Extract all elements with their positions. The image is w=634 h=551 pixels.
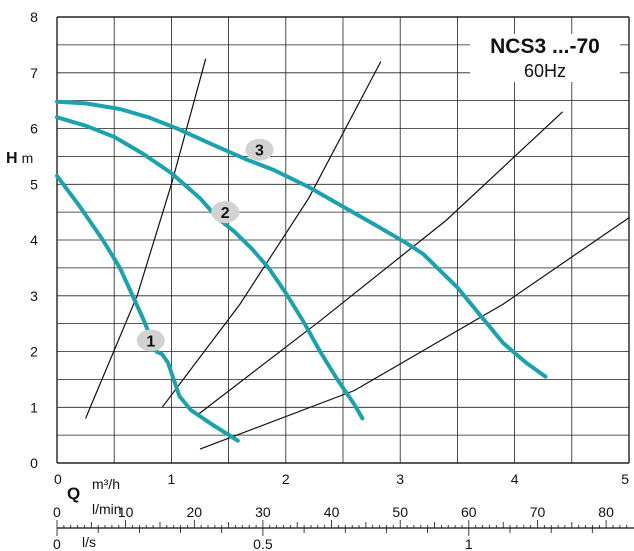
x-tick-label-ls: 0	[53, 536, 61, 551]
chart-title: NCS3 ...-70	[490, 35, 600, 58]
y-tick-label: 3	[30, 288, 38, 304]
series-line-2	[55, 115, 365, 421]
x-axis-unit-lmin: l/min	[92, 501, 122, 517]
series-line-3	[55, 99, 548, 379]
series-line-1	[55, 173, 240, 443]
x-tick-label-m3h: 0	[54, 471, 62, 487]
x-tick-label-lmin: 80	[598, 504, 614, 520]
curve-label-bubble	[136, 329, 165, 352]
x-tick-label-m3h: 2	[282, 471, 290, 487]
pump-curves	[55, 99, 548, 443]
y-tick-label: 6	[30, 121, 38, 137]
x-tick-label-lmin-zero: 0	[53, 504, 61, 520]
x-axis-unit-ls: l/s	[82, 534, 96, 550]
grid	[56, 16, 630, 464]
curve-label-3: 3	[255, 143, 264, 160]
x-tick-label-lmin: 70	[530, 504, 546, 520]
curve-label-bubble	[211, 201, 240, 224]
y-tick-label: 0	[30, 455, 38, 471]
x-tick-label-lmin: 20	[187, 504, 203, 520]
y-tick-label: 2	[30, 344, 38, 360]
system-curve	[199, 217, 630, 450]
x-tick-label-m3h: 3	[396, 471, 404, 487]
x-tick-label-m3h: 5	[621, 471, 629, 487]
curve-label-1: 1	[146, 333, 155, 350]
x-tick-label-lmin: 10	[118, 504, 134, 520]
curve-label-bubble	[245, 138, 274, 161]
y-tick-label: 5	[30, 176, 38, 192]
y-tick-label: 7	[30, 65, 38, 81]
system-curve	[161, 61, 382, 408]
system-curves	[85, 58, 630, 450]
x-tick-label-lmin: 30	[255, 504, 271, 520]
x-axis-symbol: Q	[67, 484, 80, 503]
chart-title-box: NCS3 ...-70 60Hz	[470, 34, 620, 82]
x-tick-label-m3h: 4	[511, 471, 519, 487]
curve-labels: 1 2 3	[136, 138, 274, 352]
system-curve	[196, 111, 564, 417]
x-axis-unit-m3h: m³/h	[92, 476, 120, 492]
chart-subtitle: 60Hz	[523, 61, 567, 81]
x-tick-label-lmin: 60	[461, 504, 477, 520]
x-tick-label-m3h: 1	[168, 471, 176, 487]
x-tick-label-ls: 1	[465, 536, 473, 551]
x-tick-label-ls: 0.5	[253, 536, 273, 551]
x-tick-label-lmin: 50	[392, 504, 408, 520]
y-tick-label: 8	[30, 9, 38, 25]
y-axis-unit: m	[22, 150, 34, 166]
y-tick-label: 4	[30, 232, 38, 248]
x-tick-label-lmin: 40	[324, 504, 340, 520]
y-tick-label: 1	[30, 399, 38, 415]
system-curve	[85, 58, 207, 419]
y-axis-symbol: H	[6, 150, 18, 167]
curve-label-2: 2	[221, 205, 230, 222]
